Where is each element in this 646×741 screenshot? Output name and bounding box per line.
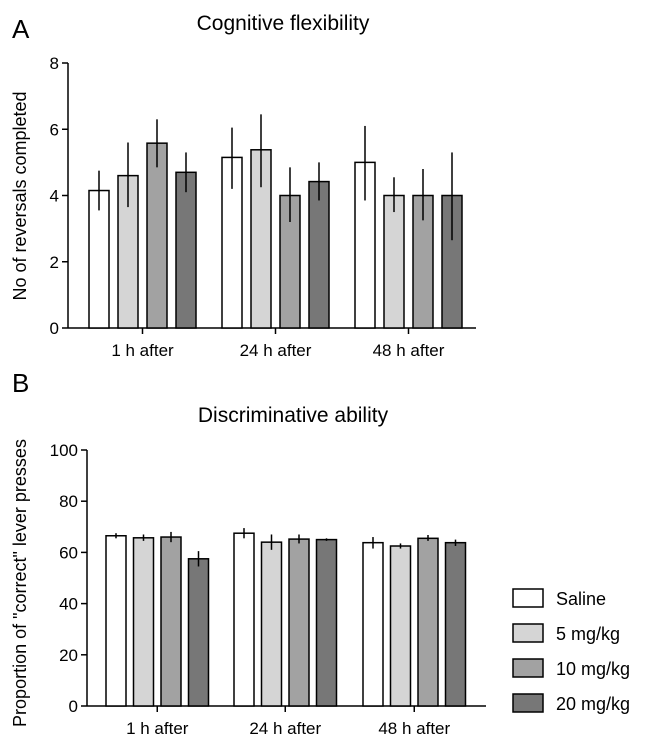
bar-b	[417, 537, 439, 707]
x-tick-label-b: 1 h after	[126, 719, 189, 738]
bar-b	[389, 545, 412, 707]
bar-b	[444, 541, 467, 707]
y-tick-label-b: 100	[50, 441, 78, 460]
chart-title-b: Discriminative ability	[198, 404, 389, 427]
y-tick-label-b: 80	[59, 492, 78, 511]
legend-label-20mg: 20 mg/kg	[556, 694, 630, 714]
plot-area-a: 0 2 4 6 8 1 h after 24 h after 48 h after	[50, 54, 476, 360]
y-tick-label-a: 2	[50, 253, 59, 272]
y-axis-label-a: No of reversals completed	[10, 91, 30, 300]
x-tick-label-b: 48 h after	[378, 719, 450, 738]
y-axis-label-b: Proportion of "correct" lever presses	[10, 439, 30, 727]
bar-b	[132, 537, 155, 707]
legend-label-5mg: 5 mg/kg	[556, 624, 620, 644]
y-tick-label-b: 60	[59, 543, 78, 562]
legend-item-5mg: 5 mg/kg	[512, 623, 620, 644]
legend-label-saline: Saline	[556, 589, 606, 609]
bar-a	[88, 189, 110, 329]
x-tick-label-a: 1 h after	[111, 341, 174, 360]
bar-b	[288, 538, 310, 707]
legend-label-10mg: 10 mg/kg	[556, 659, 630, 679]
bar-b	[362, 541, 384, 707]
x-tick-label-a: 24 h after	[240, 341, 312, 360]
bar-a	[146, 142, 168, 329]
panel-b-label: B	[12, 368, 29, 398]
bar-a	[175, 171, 197, 329]
y-tick-label-b: 40	[59, 595, 78, 614]
legend-item-saline: Saline	[512, 588, 606, 609]
bar-b	[105, 535, 127, 707]
plot-area-b: 0 20 40 60 80 100 1 h after 24 h after 48 h afte…	[50, 441, 486, 738]
x-tick-label-b: 24 h after	[249, 719, 321, 738]
bar-a	[308, 180, 330, 329]
y-tick-label-a: 0	[50, 319, 59, 338]
legend-item-10mg: 10 mg/kg	[512, 658, 630, 679]
bar-b	[315, 538, 338, 707]
bar-b	[233, 532, 255, 707]
legend-swatch-10mg	[512, 658, 544, 678]
bar-b	[260, 541, 283, 707]
chart-title-a: Cognitive flexibility	[197, 12, 370, 35]
y-tick-label-a: 8	[50, 54, 59, 73]
legend-swatch-5mg	[512, 623, 544, 643]
bar-a	[383, 194, 405, 329]
y-tick-label-b: 0	[69, 697, 78, 716]
legend-swatch-20mg	[512, 693, 544, 713]
legend-swatch-saline	[512, 588, 544, 608]
panel-a-chart: A Cognitive flexibility No of reversals …	[10, 12, 476, 360]
legend-item-20mg: 20 mg/kg	[512, 693, 630, 714]
x-tick-label-a: 48 h after	[373, 341, 445, 360]
y-tick-label-a: 4	[50, 187, 59, 206]
bar-b	[160, 536, 182, 707]
y-tick-label-b: 20	[59, 646, 78, 665]
y-tick-label-a: 6	[50, 120, 59, 139]
bar-b	[187, 558, 210, 707]
panel-a-label: A	[12, 14, 30, 44]
panel-b-chart: B Discriminative ability Proportion of "…	[10, 368, 486, 738]
legend: Saline 5 mg/kg 10 mg/kg 20 mg/kg	[512, 588, 630, 714]
